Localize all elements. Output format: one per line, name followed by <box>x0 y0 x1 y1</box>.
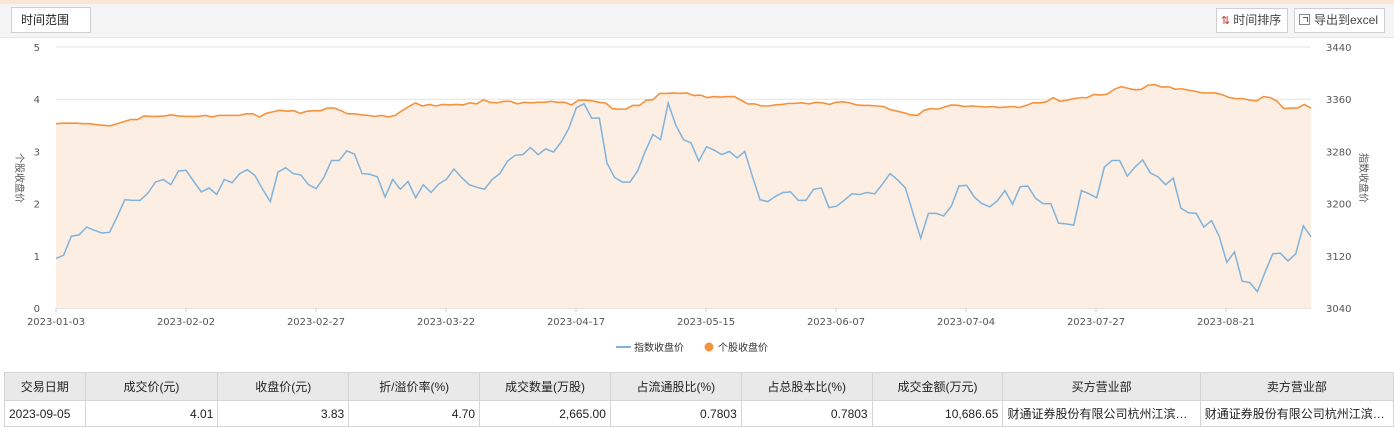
y-left-axis-title: 个股收盘价 <box>13 153 26 203</box>
x-tick-label: 2023-06-07 <box>807 317 865 328</box>
table-header-cell[interactable]: 折/溢价率(%) <box>348 372 481 401</box>
sort-icon: ⇅ <box>1221 15 1231 27</box>
y-right-tick-label: 3120 <box>1326 252 1351 263</box>
table-cell: 2,665.00 <box>479 400 611 427</box>
x-tick-label: 2023-03-22 <box>417 317 475 328</box>
table-cell: 财通证券股份有限公司杭州江滨西大道证券营业部 <box>1002 400 1201 427</box>
export-excel-button[interactable]: 导出到excel <box>1294 8 1386 33</box>
table-header-cell[interactable]: 成交价(元) <box>84 372 219 401</box>
table-row: 2023-09-05 4.01 3.83 4.70 2,665.00 0.7803 0.78… <box>4 400 1394 427</box>
y-right-tick-label: 3280 <box>1326 147 1351 158</box>
table-header-cell[interactable]: 占流通股比(%) <box>609 372 742 401</box>
x-tick-label: 2023-07-27 <box>1067 317 1125 328</box>
table-cell: 4.01 <box>84 400 219 427</box>
y-right-tick-label: 3360 <box>1326 95 1351 106</box>
time-sort-label: 时间排序 <box>1233 13 1282 27</box>
stock-price-area <box>56 84 1311 308</box>
y-right-tick-label: 3040 <box>1326 304 1351 315</box>
table-cell: 4.70 <box>348 400 481 427</box>
table-header-cell[interactable]: 买方营业部 <box>1002 372 1201 401</box>
y-right-axis-title: 指数收盘价 <box>1357 153 1370 203</box>
table-cell: 0.7803 <box>740 400 873 427</box>
table-header-cell[interactable]: 占总股本比(%) <box>740 372 873 401</box>
table-header-cell[interactable]: 交易日期 <box>4 372 86 401</box>
table-header-cell[interactable]: 收盘价(元) <box>217 372 350 401</box>
y-left-tick-label: 3 <box>34 147 40 158</box>
toolbar: 时间范围 ⇅ 时间排序 导出到excel <box>0 4 1394 38</box>
chart-area: 0 1 2 3 4 5 3040 3120 3200 3280 3360 3440 2023-01-… <box>0 38 1394 370</box>
table-cell: 2023-09-05 <box>4 400 86 427</box>
y-left-tick-label: 2 <box>34 200 40 211</box>
block-trade-table: 交易日期 成交价(元) 收盘价(元) 折/溢价率(%) 成交数量(万股) 占流通股比(%)… <box>4 372 1394 427</box>
table-cell: 财通证券股份有限公司杭州江滨西大道证券营业部 <box>1199 400 1394 427</box>
export-excel-label: 导出到excel <box>1314 13 1379 27</box>
stock-price-line <box>55 83 1312 127</box>
x-tick-label: 2023-04-17 <box>547 317 605 328</box>
legend-stock-label[interactable]: 个股收盘价 <box>718 341 768 354</box>
index-price-line <box>55 100 1312 294</box>
table-header-cell[interactable]: 成交金额(万元) <box>871 372 1004 401</box>
time-sort-button[interactable]: ⇅ 时间排序 <box>1216 8 1289 33</box>
export-icon <box>1299 14 1310 25</box>
table-cell: 0.7803 <box>609 400 742 427</box>
x-tick-label: 2023-07-04 <box>937 317 995 328</box>
x-tick-label: 2023-05-15 <box>677 317 735 328</box>
x-tick-label: 2023-02-02 <box>157 317 215 328</box>
legend-index-label[interactable]: 指数收盘价 <box>634 341 684 354</box>
table-header-row: 交易日期 成交价(元) 收盘价(元) 折/溢价率(%) 成交数量(万股) 占流通股比(%)… <box>4 372 1394 401</box>
table-cell: 10,686.65 <box>871 400 1004 427</box>
table-header-cell[interactable]: 卖方营业部 <box>1199 372 1394 401</box>
price-chart: 0 1 2 3 4 5 3040 3120 3200 3280 3360 3440 2023-01-… <box>13 43 1370 354</box>
y-right-tick-label: 3200 <box>1326 200 1351 211</box>
y-left-tick-label: 5 <box>34 43 40 54</box>
table-cell: 3.83 <box>217 400 350 427</box>
y-left-tick-label: 1 <box>34 252 40 263</box>
top-accent-band <box>0 0 1394 4</box>
time-range-button[interactable]: 时间范围 <box>11 7 91 33</box>
legend-stock-swatch <box>704 342 714 352</box>
table-header-cell[interactable]: 成交数量(万股) <box>479 372 611 401</box>
y-left-tick-label: 4 <box>34 95 40 106</box>
chart-legend: 指数收盘价 个股收盘价 <box>616 341 768 354</box>
x-tick-label: 2023-08-21 <box>1197 317 1255 328</box>
y-right-tick-label: 3440 <box>1326 43 1351 54</box>
y-left-tick-label: 0 <box>34 304 40 315</box>
x-tick-label: 2023-02-27 <box>287 317 345 328</box>
x-tick-label: 2023-01-03 <box>27 317 85 328</box>
